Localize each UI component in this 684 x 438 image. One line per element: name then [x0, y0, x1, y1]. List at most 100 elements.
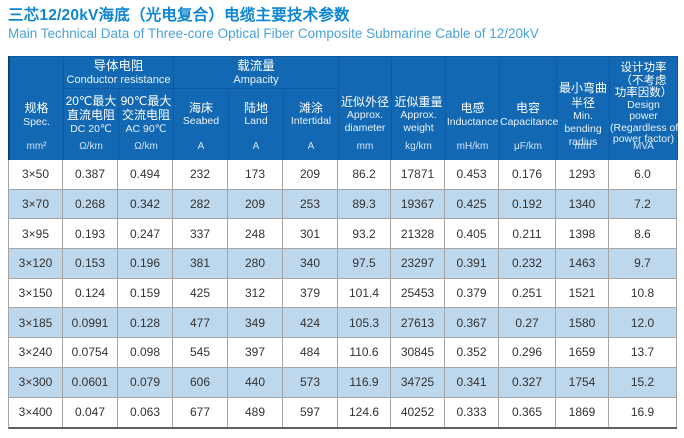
table-cell: 0.128: [118, 308, 173, 339]
table-cell-spec: 3×240: [9, 338, 63, 368]
table-cell: 1580: [556, 308, 609, 339]
table-cell: 301: [283, 219, 338, 250]
header-line-cn: 交流电阻: [121, 108, 170, 122]
header-line-cn: 近似外径: [340, 94, 389, 109]
table-cell: 280: [228, 249, 283, 279]
table-cell: 8.6: [609, 219, 677, 250]
header-group-ampacity: 载流量 Ampacity: [174, 57, 339, 89]
header-unit: Ω/km: [134, 141, 158, 152]
header-line-en: DC 20℃: [70, 122, 112, 135]
header-line-cn: 设计功率: [620, 62, 667, 74]
header-unit: mH/km: [456, 141, 489, 152]
table-cell: 209: [283, 160, 338, 190]
table-row: 3×185 0.0991 0.128 477 349 424 105.3 27613 0.367…: [9, 308, 677, 339]
table-row: 3×150 0.124 0.159 425 312 379 101.4 25453 0.379 0…: [9, 278, 677, 309]
table-cell: 349: [228, 308, 283, 339]
table-cell: 0.27: [499, 308, 556, 339]
header-cell-spec: 规格 Spec. mm²: [10, 57, 64, 160]
table-cell: 21328: [391, 219, 445, 250]
table-cell: 15.2: [609, 367, 677, 398]
table-cell: 40252: [391, 397, 445, 428]
table-cell: 597: [283, 397, 338, 428]
header-cell-text: 20℃最大 直流电阻 DC 20℃: [64, 89, 118, 160]
header-cell-11: 最小弯曲 半径 Min. bending radius mm: [557, 57, 610, 160]
table-cell: 677: [173, 397, 228, 428]
table-cell-spec: 3×50: [9, 160, 63, 190]
table-row: 3×95 0.193 0.247 337 248 301 93.2 21328 0.405 0.2…: [9, 219, 677, 250]
header-cell-6: 滩涂 Intertidal A: [284, 89, 339, 160]
table-cell: 232: [173, 160, 228, 190]
table-cell: 13.7: [609, 338, 677, 368]
table-cell: 0.296: [499, 338, 556, 368]
table-cell: 0.196: [118, 249, 173, 279]
header-cell-2: 20℃最大 直流电阻 DC 20℃ Ω/km: [64, 89, 119, 160]
table-cell: 0.079: [118, 367, 173, 398]
table-cell: 1521: [556, 278, 609, 309]
table-cell: 110.6: [338, 338, 391, 368]
table-row: 3×50 0.387 0.494 232 173 209 86.2 17871 0.453 0.1…: [9, 160, 677, 190]
page-title-cn: 三芯12/20kV海底（光电复合）电缆主要技术参数: [8, 7, 350, 24]
table-cell: 489: [228, 397, 283, 428]
table-cell: 397: [228, 338, 283, 368]
table-cell: 0.251: [499, 278, 556, 309]
table-cell: 0.327: [499, 367, 556, 398]
table-cell: 0.247: [118, 219, 173, 250]
header-line-en: Min.: [573, 110, 593, 122]
table-cell-spec: 3×150: [9, 278, 63, 309]
header-line-cn: （不考虑: [620, 74, 667, 87]
table-body: 3×50 0.387 0.494 232 173 209 86.2 17871 0.453 0.1…: [8, 160, 677, 430]
header-cell-9: 电感 Inductance mH/km: [446, 57, 500, 160]
table-cell: 0.176: [499, 160, 556, 190]
header-unit: mm: [574, 141, 592, 152]
table-cell: 1340: [556, 189, 609, 220]
table-cell: 10.8: [609, 278, 677, 309]
table-cell: 6.0: [609, 160, 677, 190]
table-cell: 25453: [391, 278, 445, 309]
table-cell: 0.063: [118, 397, 173, 428]
table-cell: 12.0: [609, 308, 677, 339]
table-row: 3×300 0.0601 0.079 606 440 573 116.9 34725 0.341…: [9, 367, 677, 398]
table-cell: 1754: [556, 367, 609, 398]
header-line-en: radius: [568, 136, 598, 148]
table-cell: 27613: [391, 308, 445, 339]
table-cell: 425: [173, 278, 228, 309]
table-cell: 17871: [391, 160, 445, 190]
table-cell: 0.379: [445, 278, 499, 309]
header-line-en: bending: [564, 123, 602, 135]
header-line-cn: 陆地: [243, 100, 268, 115]
header-line-cn: 功率因数）: [614, 87, 673, 99]
table-cell: 0.232: [499, 249, 556, 279]
header-line-en: Intertidal: [290, 115, 332, 128]
table-cell: 477: [173, 308, 228, 339]
table-cell: 0.365: [499, 397, 556, 428]
table-row: 3×70 0.268 0.342 282 209 253 89.3 19367 0.425 0.1…: [9, 189, 677, 220]
header-line-en: weight: [403, 122, 434, 135]
table-cell: 1398: [556, 219, 609, 250]
table-cell: 440: [228, 367, 283, 398]
table-cell: 0.352: [445, 338, 499, 368]
header-unit: mm²: [26, 141, 47, 152]
header-cell-text: 规格 Spec.: [10, 57, 63, 160]
spec-table: 规格 Spec. mm² 导体电阻 Conductor resistance 载流量 Amp…: [8, 56, 678, 430]
header-line-cn: 规格: [24, 101, 49, 116]
header-cell-7: 近似外径 Approx. diameter mm: [339, 57, 392, 160]
header-unit: MVA: [633, 141, 654, 152]
header-unit: A: [307, 141, 315, 152]
table-cell: 93.2: [338, 219, 391, 250]
table-cell: 0.153: [63, 249, 118, 279]
table-cell: 0.367: [445, 308, 499, 339]
header-cell-5: 陆地 Land A: [229, 89, 284, 160]
header-unit: kg/km: [405, 141, 432, 152]
table-cell: 105.3: [338, 308, 391, 339]
table-cell-spec: 3×70: [9, 189, 63, 220]
header-cell-8: 近似重量 Approx. weight kg/km: [392, 57, 446, 160]
table-cell: 0.333: [445, 397, 499, 428]
table-cell: 312: [228, 278, 283, 309]
table-cell: 209: [228, 189, 283, 220]
header-line-en: diameter: [344, 122, 386, 135]
header-cell-4: 海床 Seabed A: [174, 89, 229, 160]
table-cell: 282: [173, 189, 228, 220]
header-line-en: Land: [244, 115, 268, 128]
header-line-en: Spec.: [23, 115, 50, 128]
header-line-cn: 近似重量: [394, 94, 443, 109]
